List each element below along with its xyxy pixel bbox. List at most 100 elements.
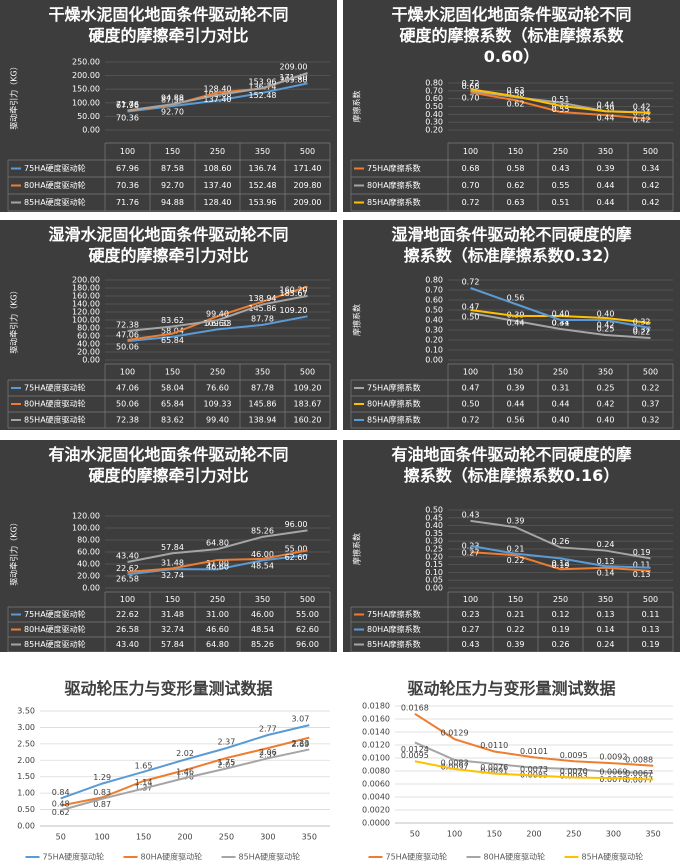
data-label: 0.0070 [560,767,588,776]
title-box: 干燥水泥固化地面条件驱动轮不同硬度的摩擦系数（标准摩擦系数0.60） [343,4,680,67]
table-cell: 0.56 [507,416,525,425]
y-tick-label: 0.20 [425,336,443,345]
table-cell: 94.88 [161,198,184,207]
data-label: 67.96 [116,101,139,110]
chart-panel: 0.00 0.50 1.00 1.50 2.00 2.50 3.00 3.50 0.84 1.29… [0,660,337,866]
data-label: 87.58 [161,96,184,105]
table-cell: 99.40 [206,416,229,425]
chart-title: 湿滑地面条件驱动轮不同硬度的摩擦系数（标准摩擦系数0.32） [391,225,632,265]
y-tick-label: 0.15 [425,560,443,569]
table-header: 100 [120,595,135,604]
data-label: 0.40 [552,310,570,319]
table-cell: 0.42 [597,400,615,409]
y-tick-label: 20.00 [77,348,100,357]
data-label: 0.0092 [599,753,627,762]
table-cell: 160.20 [294,416,322,425]
data-label: 0.40 [597,310,615,319]
y-tick-label: 0.0080 [362,767,390,776]
data-label: 0.0129 [441,729,469,738]
y-tick-label: 0.30 [425,537,443,546]
x-tick-label: 250 [219,833,234,842]
table-header: 100 [463,595,478,604]
x-tick-label: 300 [606,830,621,839]
chart-title: 有油地面条件驱动轮不同硬度的摩擦系数（标准摩擦系数0.16） [391,445,632,485]
table-cell: 0.22 [507,625,525,634]
table-cell: 153.96 [249,198,277,207]
chart: 0.00 50.00 100.00 150.00 200.00 250.00 驱动牵引力（K… [7,58,331,212]
chart-panel: 0.00 50.00 100.00 150.00 200.00 250.00 驱动牵引力（K… [0,0,337,212]
table-cell: 57.84 [161,640,184,649]
table-cell: 87.58 [161,164,184,173]
data-label: 0.0088 [625,755,653,764]
data-label: 137.40 [204,95,232,104]
x-tick-label: 100 [95,833,110,842]
data-label: 0.44 [597,101,615,110]
table-cell: 43.40 [116,640,139,649]
series-line [470,312,651,339]
table-header: 150 [508,595,523,604]
data-label: 0.62 [52,808,70,817]
table-cell: 0.39 [507,384,525,393]
data-label: 0.68 [462,82,480,91]
y-tick-label: 0.70 [425,286,443,295]
series-line [127,549,308,574]
chart-panel: 0.0000 0.0020 0.0040 0.0060 0.0080 0.0100 0.01… [343,660,680,866]
data-label: 183.67 [280,289,308,298]
data-label: 2.07 [218,760,236,769]
y-tick-label: 2.00 [17,756,35,765]
table-header: 350 [255,147,270,156]
y-tick-label: 60.00 [77,332,100,341]
table-cell: 0.24 [597,640,615,649]
y-tick-label: 0.25 [425,545,443,554]
table-cell: 0.43 [552,164,570,173]
data-label: 3.07 [291,715,309,724]
data-label: 55.00 [285,545,308,554]
legend-label: 80HA摩擦系数 [367,180,421,190]
data-label: 0.37 [633,326,651,335]
data-label: 62.60 [285,553,308,562]
series-line [60,724,310,800]
y-tick-label: 40.00 [77,340,100,349]
table-cell: 76.60 [206,384,229,393]
data-label: 1.14 [135,778,153,787]
y-tick-label: 0.0180 [362,702,390,711]
chart-title: 有油水泥固化地面条件驱动轮不同硬度的摩擦牵引力对比 [48,445,289,485]
legend-label: 80HA硬度驱动轮 [141,852,203,862]
chart: 0.0020.0040.0060.0080.00100.00120.00140.… [7,276,331,429]
y-axis-label: 摩擦系数 [352,533,362,565]
data-label: 64.80 [206,539,229,548]
y-tick-label: 0.00 [82,126,100,135]
data-label: 0.43 [462,510,480,519]
x-tick-label: 200 [526,830,541,839]
table-header: 500 [643,147,658,156]
data-label: 0.56 [507,294,525,303]
table-cell: 0.44 [507,400,525,409]
legend-label: 75HA硬度驱动轮 [24,383,86,393]
data-label: 138.94 [249,294,277,303]
y-tick-label: 200.00 [72,71,100,80]
title-box: 有油地面条件驱动轮不同硬度的摩擦系数（标准摩擦系数0.16） [343,444,680,486]
x-tick-label: 150 [136,833,151,842]
data-label: 0.0091 [480,766,508,775]
data-label: 0.44 [597,114,615,123]
data-label: 76.60 [206,319,229,328]
table-cell: 0.40 [552,416,570,425]
y-tick-label: 0.20 [425,552,443,561]
table-cell: 0.39 [597,164,615,173]
data-label: 0.25 [597,325,615,334]
y-tick-label: 0.50 [425,102,443,111]
table-cell: 0.51 [552,198,570,207]
table-cell: 0.42 [642,181,660,190]
y-tick-label: 0.05 [425,576,443,585]
table-cell: 85.26 [251,640,274,649]
table-header: 100 [463,368,478,377]
table-header: 500 [300,368,315,377]
table-cell: 0.13 [642,625,660,634]
data-label: 0.72 [462,278,480,287]
table-header: 250 [553,595,568,604]
series-line [470,309,651,324]
table-cell: 31.48 [161,610,184,619]
data-label: 0.0097 [441,762,469,771]
data-label: 0.72 [462,79,480,88]
y-tick-label: 0.60 [425,296,443,305]
